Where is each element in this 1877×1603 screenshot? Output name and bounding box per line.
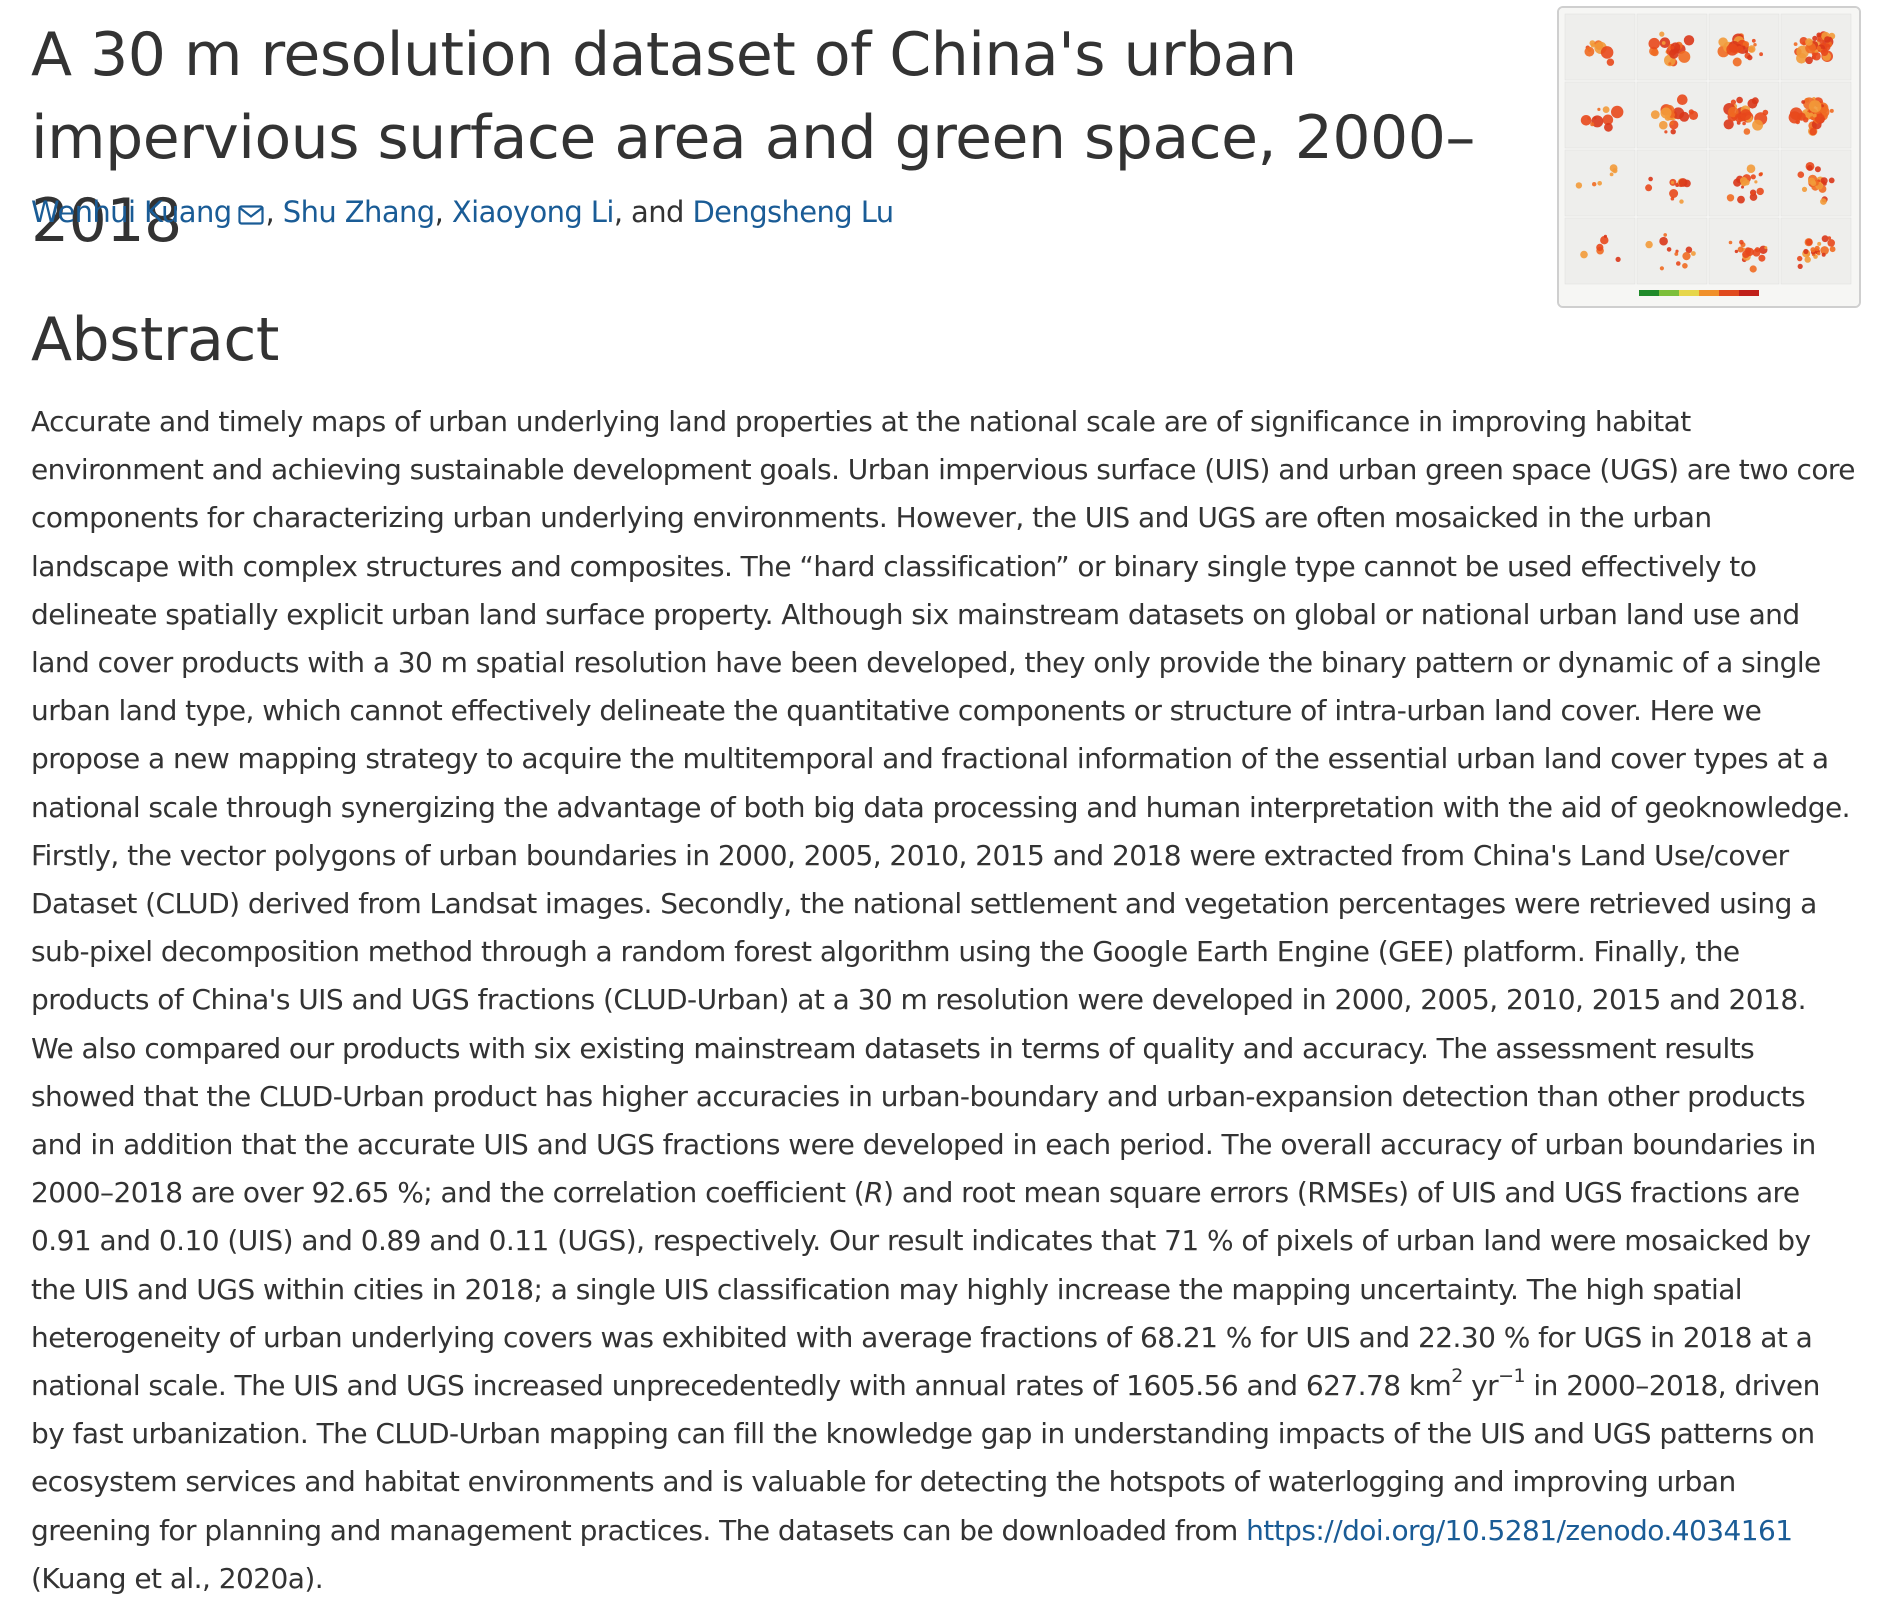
dataset-doi-link[interactable]: https://doi.org/10.5281/zenodo.4034161 xyxy=(1246,1513,1793,1547)
colorbar xyxy=(1639,290,1759,296)
author-separator: , and xyxy=(613,195,693,229)
abstract-part: in 2000–2018, driven by fast urbanizatio… xyxy=(31,1369,1820,1547)
abstract-part: yr xyxy=(1462,1369,1499,1403)
urban-maps-figure xyxy=(1559,8,1859,306)
author-link-li[interactable]: Xiaoyong Li xyxy=(451,195,615,229)
abstract-part: (Kuang et al., 2020a). xyxy=(31,1561,324,1595)
author-separator: , xyxy=(434,195,452,229)
superscript: −1 xyxy=(1498,1365,1526,1388)
abstract-part: ) and root mean square errors (RMSEs) of… xyxy=(31,1176,1813,1403)
article-title: A 30 m resolution dataset of China's urb… xyxy=(31,20,1475,256)
author-separator: , xyxy=(265,195,283,229)
author-link-lu[interactable]: Dengsheng Lu xyxy=(692,195,894,229)
graphical-abstract-thumbnail[interactable] xyxy=(1557,6,1861,308)
author-list: Wenhui Kuang, Shu Zhang, Xiaoyong Li, an… xyxy=(31,192,894,232)
superscript: 2 xyxy=(1451,1365,1463,1388)
author-link-kuang[interactable]: Wenhui Kuang xyxy=(31,195,232,229)
r-symbol: R xyxy=(864,1176,884,1210)
mail-icon[interactable] xyxy=(237,205,264,225)
author-link-zhang[interactable]: Shu Zhang xyxy=(282,195,435,229)
abstract-part: Accurate and timely maps of urban underl… xyxy=(31,405,1855,1210)
abstract-text: Accurate and timely maps of urban underl… xyxy=(31,398,1856,1603)
abstract-heading: Abstract xyxy=(31,305,279,375)
